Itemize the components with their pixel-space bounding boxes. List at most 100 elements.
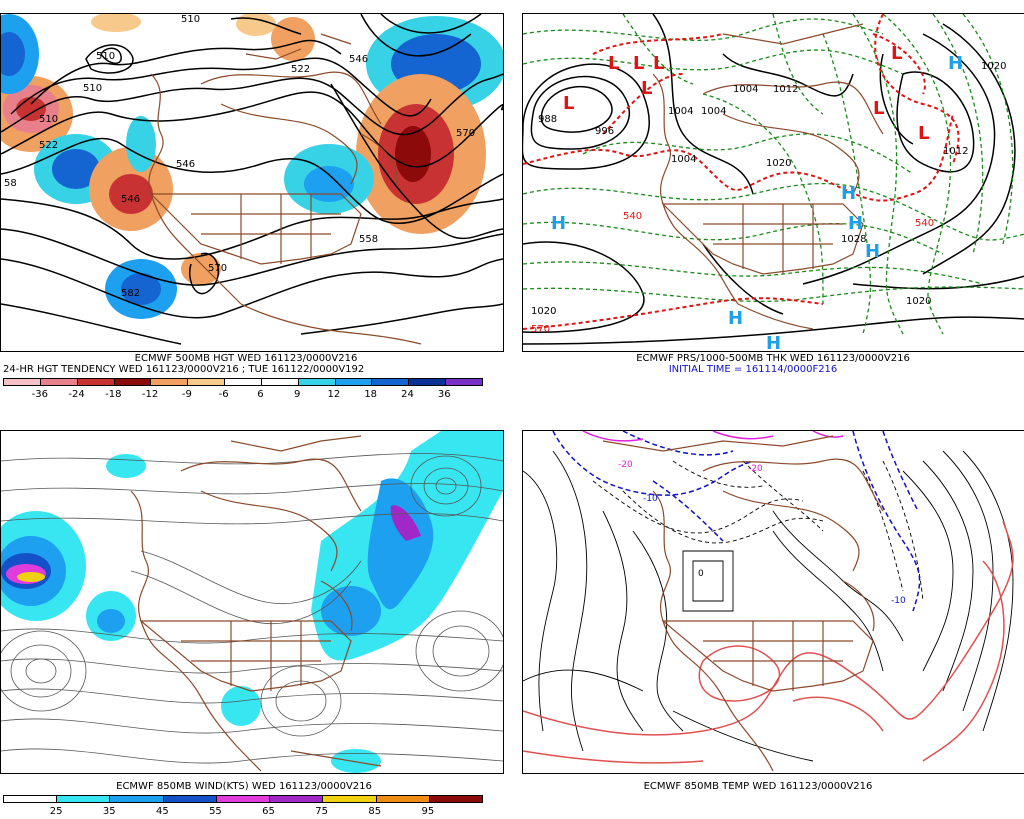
colorbar-segment — [429, 796, 482, 802]
tendency-colorbar-ticks: -36 -24 -18 -12 -9 -6 6 9 12 18 24 36 — [3, 389, 481, 401]
thickness-label: 540 — [623, 211, 642, 222]
high-pressure-symbol: H — [728, 308, 743, 329]
thickness-540-570 — [523, 14, 960, 330]
colorbar-tick-label: 95 — [421, 806, 435, 817]
isobar-label: 1020 — [981, 61, 1006, 72]
isobar-label: 1012 — [943, 146, 968, 157]
map-pressure-thickness: H H H H H H H L L L L L L L L 988 996 10… — [522, 13, 1024, 352]
colorbar-tick-label: 12 — [327, 389, 341, 400]
coastlines — [148, 33, 422, 345]
panel-sea-level-pressure-thickness: H H H H H H H L L L L L L L L 988 996 10… — [512, 0, 1024, 409]
contour-label: 510 — [96, 51, 115, 62]
streamlines — [1, 453, 503, 764]
temperature-contours-negative — [592, 460, 924, 602]
map-500mb-height: 510 510 510 522 546 546 570 510 522 558 … — [0, 13, 504, 352]
isobar-label: 1020 — [531, 306, 556, 317]
high-pressure-symbol: H — [841, 183, 856, 204]
coastlines — [602, 435, 884, 772]
colorbar-segment — [323, 796, 377, 802]
high-pressure-symbol: H — [551, 213, 566, 234]
colorbar-tick-label: -36 — [31, 389, 48, 400]
coastlines — [130, 435, 382, 772]
temperature-cold-contours — [552, 431, 921, 612]
contour-label: 546 — [349, 54, 368, 65]
colorbar-tick-label: 6 — [257, 389, 264, 400]
coastlines — [652, 23, 884, 330]
high-pressure-symbol: H — [865, 241, 880, 262]
map-850mb-wind — [0, 430, 504, 774]
contour-label: 570 — [208, 263, 227, 274]
caption-850mb-temp: ECMWF 850MB TEMP WED 161123/0000V216 — [643, 781, 873, 792]
thickness-label: 570 — [531, 324, 550, 335]
colorbar-segment — [409, 379, 447, 385]
isobar-label: 1020 — [766, 158, 791, 169]
thickness-label: 540 — [915, 218, 934, 229]
contour-label: 510 — [181, 14, 200, 25]
isobar-label: 1012 — [773, 84, 798, 95]
contour-label: 522 — [39, 140, 58, 151]
high-pressure-symbol: H — [948, 53, 963, 74]
colorbar-tick-label: 36 — [437, 389, 451, 400]
colorbar-tick-label: 35 — [102, 806, 116, 817]
colorbar-segment — [151, 379, 189, 385]
wind-speed-shading — [1, 431, 503, 773]
colorbar-segment — [163, 796, 217, 802]
low-pressure-symbol: L — [563, 93, 574, 114]
colorbar-segment — [40, 379, 78, 385]
isobar-label: 1020 — [906, 296, 931, 307]
colorbar-segment — [4, 796, 58, 802]
isobar-label: 996 — [595, 126, 614, 137]
colorbar-tick-label: 45 — [155, 806, 169, 817]
colorbar-tick-label: -12 — [141, 389, 159, 400]
map-850mb-temperature: -20 -10 -10 0 -20 — [522, 430, 1024, 774]
low-pressure-symbol: L — [633, 53, 644, 74]
isobar-label: 1028 — [841, 234, 866, 245]
wind-colorbar — [3, 795, 483, 803]
contour-label: 546 — [176, 159, 195, 170]
isobar-label: 988 — [538, 114, 557, 125]
low-pressure-symbol: L — [918, 123, 929, 144]
high-pressure-symbol: H — [848, 213, 863, 234]
panel-850mb-wind: ECMWF 850MB WIND(KTS) WED 161123/0000V21… — [0, 409, 512, 819]
temperature-contours — [523, 450, 1014, 762]
colorbar-tick-label: -24 — [68, 389, 85, 400]
wind-colorbar-ticks: 25 35 45 55 65 75 85 95 — [3, 806, 481, 818]
colorbar-segment — [110, 796, 164, 802]
colorbar-segment — [335, 379, 373, 385]
colorbar-segment — [261, 379, 299, 385]
contour-label: 510 — [83, 83, 102, 94]
temperature-label: -10 — [891, 596, 906, 606]
contour-label: 510 — [39, 114, 58, 125]
high-pressure-symbol: H — [766, 333, 781, 351]
temperature-coldest-contours — [582, 431, 844, 442]
low-pressure-symbol: L — [653, 53, 664, 74]
thickness-contours — [523, 14, 1024, 335]
caption-prs-line2: INITIAL TIME = 161114/0000F216 — [668, 364, 838, 375]
temperature-label: -10 — [643, 494, 658, 504]
caption-500mb-line2: 24-HR HGT TENDENCY WED 161123/0000V216 ;… — [3, 364, 365, 375]
low-pressure-symbol: L — [891, 43, 902, 64]
colorbar-tick-label: 18 — [364, 389, 378, 400]
colorbar-segment — [298, 379, 336, 385]
colorbar-segment — [114, 379, 152, 385]
isobar-label: 1004 — [733, 84, 758, 95]
caption-500mb-line1: ECMWF 500MB HGT WED 161123/0000V216 — [134, 353, 358, 364]
colorbar-tick-label: 24 — [401, 389, 414, 400]
contour-label: 546 — [121, 194, 140, 205]
low-pressure-symbol: L — [608, 53, 619, 74]
contour-label: 558 — [359, 234, 378, 245]
isobar-label: 1004 — [671, 154, 696, 165]
colorbar-segment — [216, 796, 271, 802]
colorbar-tick-label: 75 — [315, 806, 329, 817]
colorbar-tick-label: 25 — [49, 806, 63, 817]
panel-850mb-temperature: -20 -10 -10 0 -20 ECMWF 850MB TEMP WED 1… — [512, 409, 1024, 819]
panel-500mb-height: 510 510 510 522 546 546 570 510 522 558 … — [0, 0, 512, 409]
colorbar-tick-label: -18 — [105, 389, 122, 400]
low-pressure-symbol: L — [641, 78, 652, 99]
isobars — [523, 14, 1024, 345]
temperature-label: -20 — [618, 460, 633, 470]
low-pressure-symbol: L — [873, 98, 884, 119]
colorbar-tick-label: 85 — [368, 806, 382, 817]
colorbar-segment — [4, 379, 41, 385]
caption-850mb-wind: ECMWF 850MB WIND(KTS) WED 161123/0000V21… — [116, 781, 372, 792]
